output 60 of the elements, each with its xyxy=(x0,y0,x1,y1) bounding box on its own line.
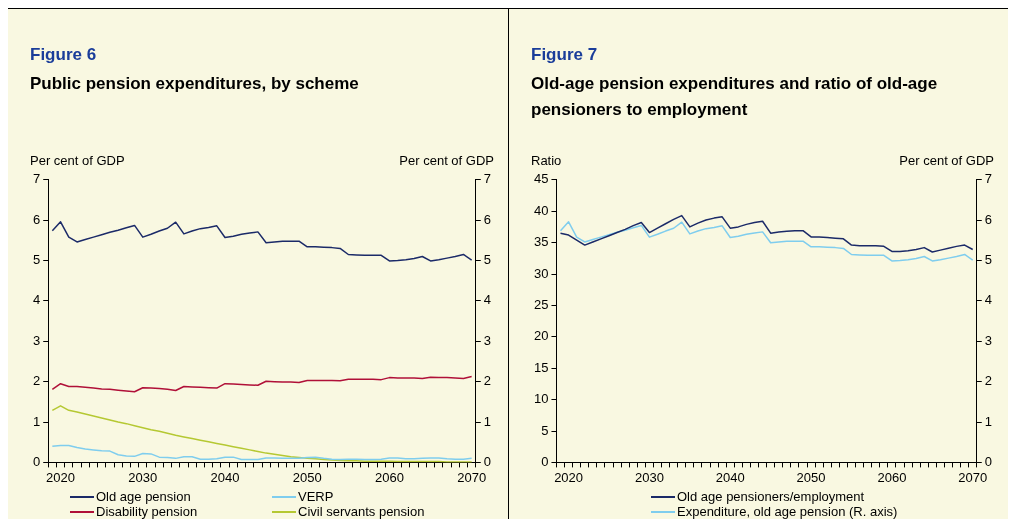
x-tick-label: 2020 xyxy=(46,469,76,485)
y-tick-label: 1 xyxy=(33,413,41,429)
x-tick-label: 2020 xyxy=(554,469,584,485)
x-tick-label: 2030 xyxy=(634,469,664,485)
y-tick-label: 40 xyxy=(533,202,549,218)
legend-label: Old age pensioners/employment xyxy=(677,489,865,504)
x-tick-label: 2050 xyxy=(796,469,826,485)
y2-axis-title: Per cent of GDP xyxy=(899,153,994,169)
y-tick-label: 5 xyxy=(33,252,41,268)
y2-axis-title: Per cent of GDP xyxy=(399,153,494,169)
y-tick-label: 0 xyxy=(33,453,41,469)
chart-subtitle: Old-age pension expenditures and ratio of old-age pensioners to employment xyxy=(531,73,939,121)
chart-title: Figure 7 xyxy=(531,45,599,65)
y2-tick-label: 2 xyxy=(483,373,491,389)
y-tick-label: 35 xyxy=(533,234,549,250)
legend-label: Disability pension xyxy=(96,504,198,519)
y-tick-label: 20 xyxy=(533,328,549,344)
y-tick-label: 45 xyxy=(533,171,549,187)
x-tick-label: 2060 xyxy=(877,469,907,485)
y2-tick-label: 3 xyxy=(483,332,491,348)
y2-tick-label: 6 xyxy=(984,211,992,227)
y2-tick-label: 7 xyxy=(984,171,992,187)
y2-tick-label: 5 xyxy=(483,252,491,268)
y2-tick-label: 0 xyxy=(483,453,491,469)
y2-tick-label: 3 xyxy=(984,332,992,348)
x-tick-label: 2060 xyxy=(374,469,404,485)
y2-tick-label: 6 xyxy=(483,211,491,227)
y-tick-label: 6 xyxy=(33,211,41,227)
y-tick-label: 25 xyxy=(533,296,549,312)
x-tick-label: 2050 xyxy=(292,469,322,485)
legend-label: VERP xyxy=(298,489,334,504)
y-tick-label: 7 xyxy=(33,171,41,187)
x-tick-label: 2040 xyxy=(210,469,240,485)
x-tick-label: 2070 xyxy=(958,469,988,485)
y-tick-label: 5 xyxy=(541,422,549,438)
chart-title: Figure 6 xyxy=(30,45,98,65)
legend-label: Old age pension xyxy=(96,489,191,504)
y-axis-title: Per cent of GDP xyxy=(30,153,125,169)
y-tick-label: 3 xyxy=(33,332,41,348)
y2-tick-label: 2 xyxy=(984,373,992,389)
legend-label: Civil servants pension xyxy=(298,504,425,519)
x-tick-label: 2070 xyxy=(457,469,487,485)
y2-tick-label: 0 xyxy=(984,453,992,469)
chart-subtitle: Public pension expenditures, by scheme xyxy=(30,73,360,95)
legend-label: Expenditure, old age pension (R. axis) xyxy=(677,504,898,519)
y-axis-title: Ratio xyxy=(531,153,562,169)
y2-tick-label: 7 xyxy=(483,171,491,187)
y-tick-label: 2 xyxy=(33,373,41,389)
y-tick-label: 4 xyxy=(33,292,41,308)
y2-tick-label: 4 xyxy=(984,292,992,308)
y2-tick-label: 5 xyxy=(984,252,992,268)
y2-tick-label: 1 xyxy=(483,413,491,429)
x-tick-label: 2040 xyxy=(715,469,745,485)
y2-tick-label: 1 xyxy=(984,413,992,429)
y-tick-label: 30 xyxy=(533,265,549,281)
y-tick-label: 10 xyxy=(533,391,549,407)
y2-tick-label: 4 xyxy=(483,292,491,308)
y-tick-label: 15 xyxy=(533,359,549,375)
y-tick-label: 0 xyxy=(541,453,549,469)
x-tick-label: 2030 xyxy=(128,469,158,485)
